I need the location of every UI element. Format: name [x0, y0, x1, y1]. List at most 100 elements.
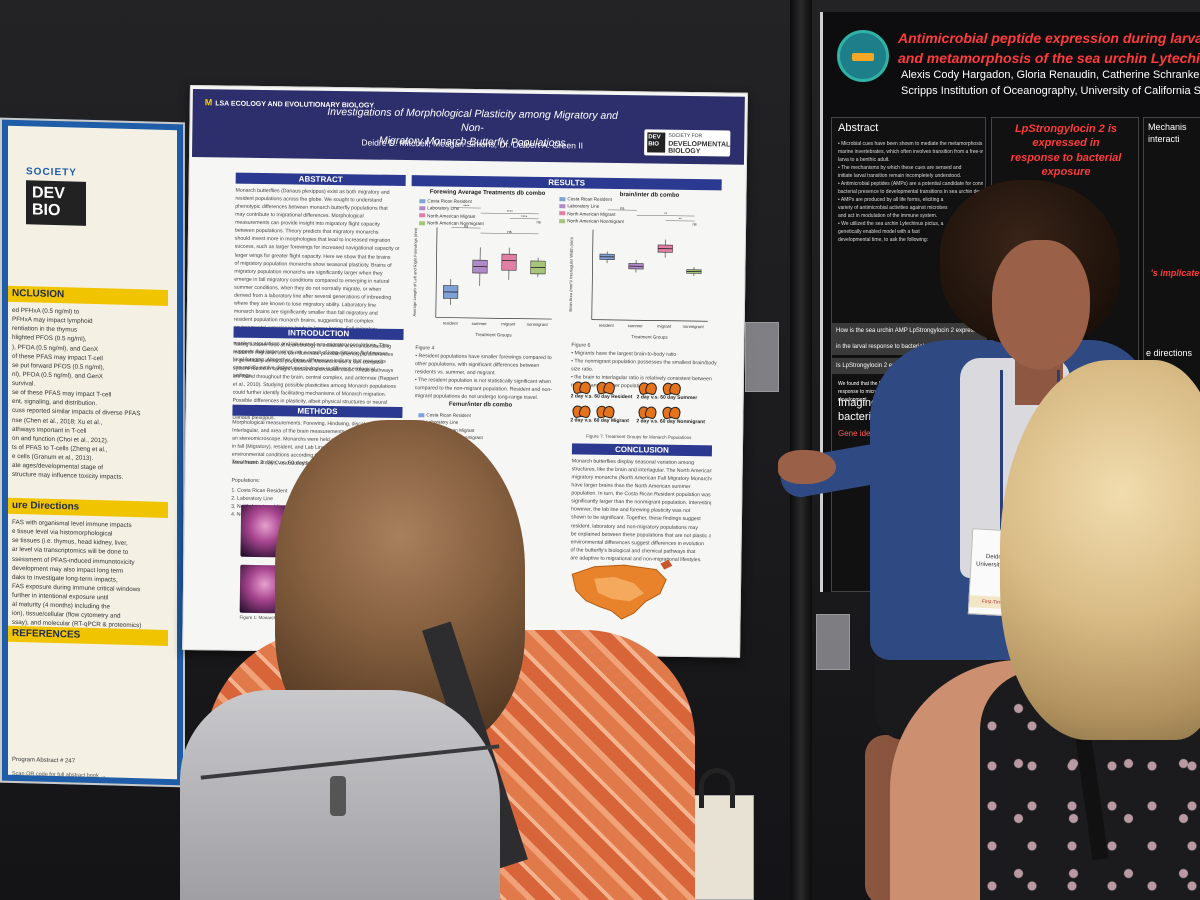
text-line: • Antimicrobial peptides (AMPs) are a po…: [838, 181, 983, 187]
main-poster: M LSA ECOLOGY AND EVOLUTIONARY BIOLOGY In…: [182, 85, 748, 658]
text-line: • AMPs are produced by all life forms, e…: [838, 197, 944, 203]
text-line: genetically enabled model with a fast: [838, 229, 920, 235]
right-middle-line1: LpStrongylocin 2 is expressed in: [1014, 123, 1118, 150]
significance-label: ns: [692, 222, 696, 227]
sdb-logo-bottom: DEVELOPMENTAL BIOLOGY: [668, 140, 731, 156]
legend-swatch: [559, 218, 566, 224]
butterfly-icon: [639, 382, 657, 392]
significance-label: ****: [463, 203, 470, 208]
left-poster-body: SOCIETY DEV BIO NCLUSION ed PFHxA (0.5 n…: [8, 125, 177, 779]
butterfly-icon: [597, 382, 615, 392]
presenter-hand: [778, 450, 836, 484]
text-line: bacterial presence to developmental tran…: [838, 189, 983, 195]
tote-bag: [684, 768, 754, 900]
presenter-face: [992, 240, 1090, 370]
butterfly-pair: [639, 382, 681, 393]
right-future: e directions: [1146, 348, 1193, 358]
left-footer: Program Abstract # 247: [12, 756, 76, 765]
sdb-logo-mark: DEV BIO: [647, 132, 666, 153]
right-authors-line1: Alexis Cody Hargadon, Gloria Renaudin, C…: [901, 69, 1200, 81]
x-axis: [591, 319, 708, 322]
right-poster-title: Antimicrobial peptide expression during …: [898, 28, 1200, 69]
significance-label: ns: [464, 223, 468, 228]
legend-swatch: [559, 211, 566, 216]
text-line: initiate larval transition remain incomp…: [838, 173, 962, 179]
left-scan-text: Scan QR code for full abstract book →: [12, 770, 106, 780]
right-abstract-text: • Microbial cues have been shown to medi…: [838, 140, 983, 244]
butterfly-pair: [573, 381, 615, 392]
legend-swatch: [559, 204, 566, 209]
sdb-logo-top: SOCIETY FOR: [668, 132, 703, 140]
logo-society-text: SOCIETY: [26, 166, 77, 179]
x-tick-label: summer: [628, 323, 644, 328]
butterfly-icon: [663, 383, 681, 393]
significance-label: ****: [507, 209, 514, 214]
right-poster-authors: Alexis Cody Hargadon, Gloria Renaudin, C…: [901, 68, 1200, 100]
sdb-logo: DEV BIO SOCIETY FOR DEVELOPMENTAL BIOLOG…: [644, 129, 731, 157]
x-axis: [435, 317, 552, 320]
left-conclusion-text: ed PFHxA (0.5 ng/ml) to PFHxA may impact …: [12, 306, 167, 483]
right-middle-line2: response to bacterial exposure: [1010, 151, 1122, 178]
left-future-heading: ure Directions: [8, 497, 168, 518]
left-references-heading: REFERENCES: [8, 625, 168, 646]
left-conclusion-heading: NCLUSION: [8, 285, 168, 306]
left-poster: SOCIETY DEV BIO NCLUSION ed PFHxA (0.5 n…: [0, 117, 185, 788]
backpack-zipper: [200, 744, 500, 780]
significance-bracket: [480, 232, 539, 235]
backpack: [180, 690, 500, 900]
y-axis: [435, 227, 438, 318]
abstract-heading: ABSTRACT: [235, 172, 406, 187]
attendee-right-hair: [1000, 360, 1200, 740]
text-line: developmental time, to ask the following…: [838, 237, 929, 243]
um-logo-mark: M: [204, 97, 213, 108]
right-q1: How is the sea urchin AMP LpStrongylocin…: [832, 323, 987, 339]
x-axis-label: Treatment Groups: [475, 332, 512, 338]
significance-bracket: [636, 215, 695, 217]
brain-boxplot: Brain Area (mm²)/ Interlagular Width (mm…: [568, 206, 708, 340]
poster-title-line1: Investigations of Morphological Plastici…: [327, 105, 619, 135]
text-line: larva to a benthic adult.: [838, 157, 890, 163]
forewing-boxplot: Average Length of Left and Right Forewin…: [412, 203, 552, 338]
box-migrant: [501, 253, 517, 271]
devbio-logo: SOCIETY DEV BIO: [26, 166, 86, 226]
significance-label: ****: [521, 214, 528, 219]
text-line: and act in modulation of the immune syst…: [838, 213, 938, 219]
y-axis-label: Average Length of Left and Right Forewin…: [412, 227, 418, 316]
right-middle-heading: LpStrongylocin 2 is expressed in respons…: [996, 122, 1136, 179]
text-line: • Microbial cues have been shown to medi…: [838, 141, 983, 147]
significance-label: ns: [620, 206, 624, 211]
significance-label: **: [664, 211, 668, 216]
right-title-line2: and metamorphosis of the sea urchin Lyte…: [898, 50, 1200, 67]
significance-label: ns: [536, 219, 540, 224]
right-implicated: 's implicate: [1150, 268, 1200, 278]
pin-bag: [816, 614, 850, 670]
text-line: • We utilized the sea urchin Lytechinus …: [838, 221, 944, 227]
pin-bag: [745, 322, 779, 392]
x-tick-label: summer: [472, 321, 488, 326]
results-heading: RESULTS: [411, 175, 722, 191]
butterfly-icon: [573, 381, 591, 391]
legend-swatch: [559, 196, 566, 202]
text-line: marine invertebrates, which often involv…: [838, 149, 983, 155]
y-axis-label: Brain Area (mm²)/ Interlagular Width (mm…: [568, 236, 574, 311]
significance-label: ns: [507, 229, 511, 234]
attendee-left: [180, 400, 700, 900]
tote-handle: [699, 768, 735, 808]
zipper-pull: [330, 776, 346, 816]
right-abstract-heading: Abstract: [838, 122, 879, 134]
attendee-right: [890, 360, 1200, 900]
text-line: variety of antimicrobial activities agai…: [838, 205, 948, 211]
x-tick-label: nonmigrant: [683, 324, 705, 329]
text-line: • The mechanisms by which these cues are…: [838, 165, 962, 171]
figure4-notes: Figure 4 • Resident populations have smal…: [415, 344, 566, 403]
x-tick-label: nonmigrant: [527, 322, 549, 327]
right-authors-line2: Scripps Institution of Oceanography, Uni…: [901, 84, 1200, 97]
poster-header: M LSA ECOLOGY AND EVOLUTIONARY BIOLOGY In…: [191, 89, 745, 165]
x-tick-label: migrant: [657, 324, 672, 329]
monarch-range-map: [571, 559, 673, 620]
left-future-text: FAS with organismal level immune impacts…: [12, 518, 167, 632]
y-axis: [591, 229, 594, 320]
significance-label: **: [679, 216, 683, 221]
intro-heading: INTRODUCTION: [233, 326, 404, 341]
